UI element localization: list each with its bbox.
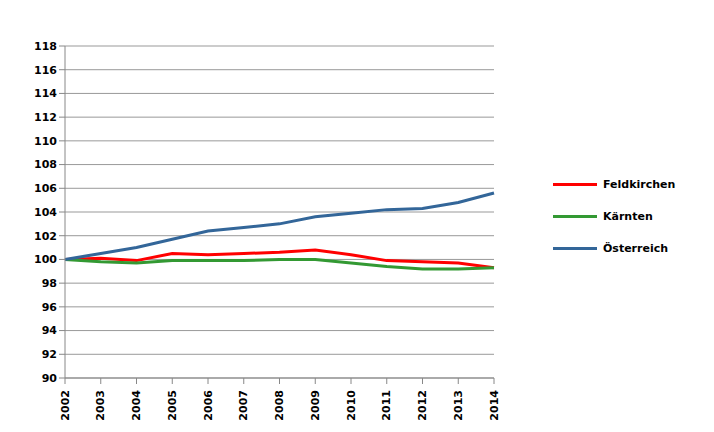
- svg-text:2013: 2013: [452, 390, 465, 421]
- html-text:Feldkirchen: Feldkirchen: [603, 177, 676, 191]
- svg-text:2011: 2011: [380, 390, 393, 421]
- svg-text:2009: 2009: [309, 390, 322, 421]
- svg-text:98: 98: [42, 277, 57, 290]
- svg-text:114: 114: [34, 87, 57, 100]
- svg-text:92: 92: [42, 348, 57, 361]
- svg-text:2002: 2002: [59, 390, 72, 421]
- svg-text:2003: 2003: [94, 390, 107, 421]
- svg-text:94: 94: [42, 324, 58, 337]
- svg-text:106: 106: [34, 182, 57, 195]
- svg-text:108: 108: [34, 158, 57, 171]
- svg-text:2005: 2005: [166, 390, 179, 421]
- svg-text:2010: 2010: [345, 390, 358, 421]
- svg-text:116: 116: [34, 64, 57, 77]
- html-text:Kärnten: Kärnten: [603, 209, 653, 223]
- svg-text:2012: 2012: [416, 390, 429, 421]
- svg-text:102: 102: [34, 230, 57, 243]
- svg-text:96: 96: [42, 301, 58, 314]
- svg-text:90: 90: [42, 372, 58, 385]
- svg-text:104: 104: [34, 206, 57, 219]
- svg-text:110: 110: [34, 135, 57, 148]
- svg-text:118: 118: [34, 40, 57, 53]
- svg-text:2004: 2004: [130, 390, 143, 421]
- html-text:Österreich: Österreich: [603, 241, 669, 255]
- svg-text:2007: 2007: [237, 390, 250, 421]
- svg-text:2008: 2008: [273, 390, 286, 421]
- svg-text:112: 112: [34, 111, 57, 124]
- svg-text:100: 100: [34, 253, 57, 266]
- svg-text:2014: 2014: [488, 390, 501, 421]
- svg-text:2006: 2006: [202, 390, 215, 421]
